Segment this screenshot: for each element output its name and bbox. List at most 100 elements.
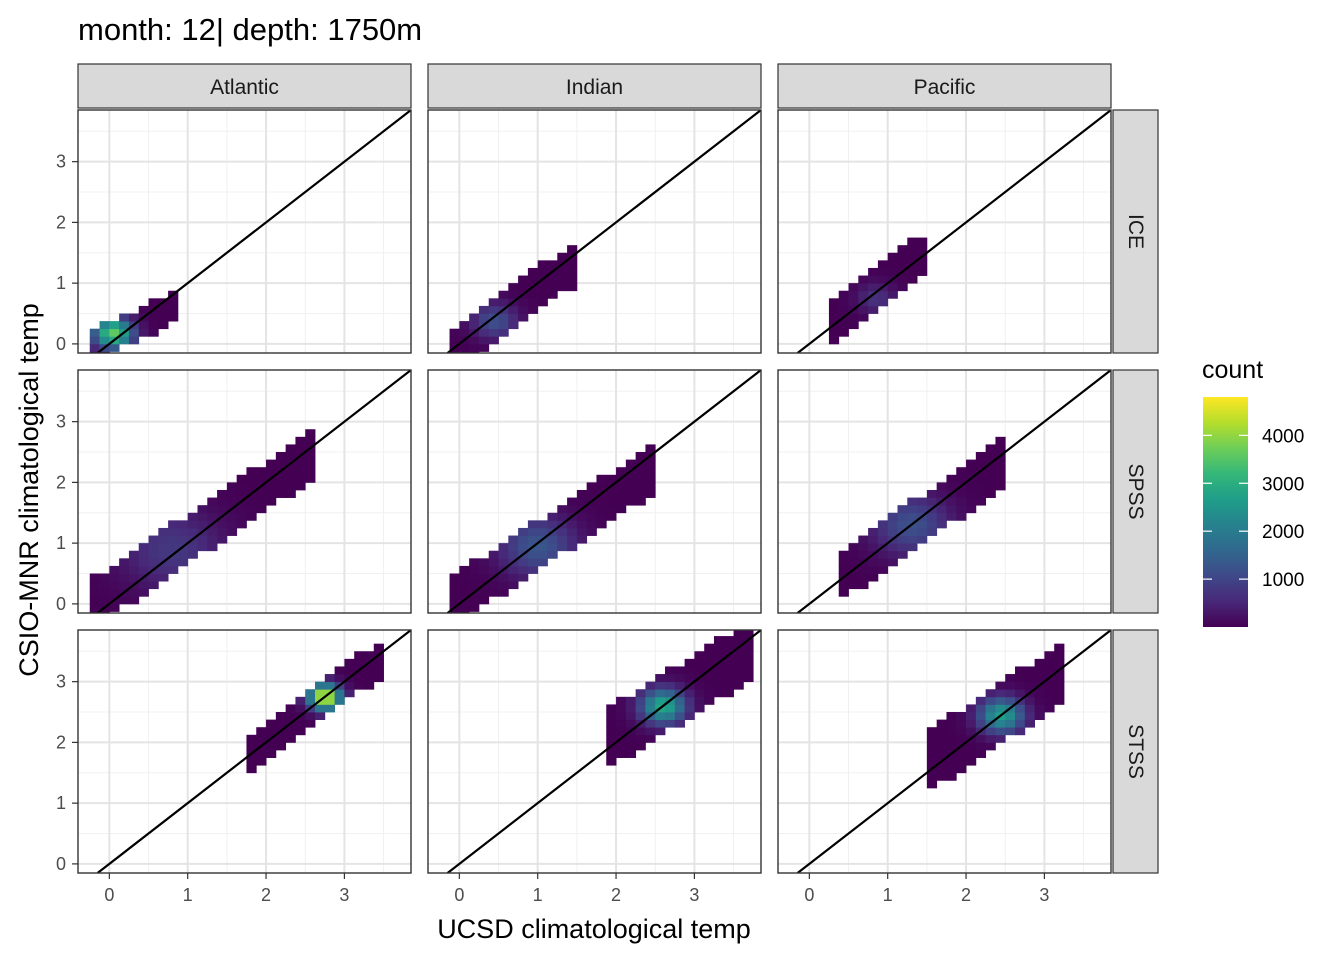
heatmap-bin <box>606 497 617 506</box>
heatmap-bin <box>256 727 267 736</box>
panel-border <box>427 369 762 614</box>
y-tick-label: 2 <box>56 732 66 752</box>
heatmap-bin <box>285 727 296 736</box>
heatmap-bin <box>547 512 558 521</box>
heatmap-bin <box>158 313 169 322</box>
heatmap-bin <box>828 313 840 322</box>
heatmap-bin <box>684 666 695 675</box>
legend-tick-label: 3000 <box>1262 474 1304 495</box>
heatmap-bin <box>743 666 754 675</box>
heatmap-bin <box>128 573 140 582</box>
heatmap-bin <box>645 719 656 728</box>
heatmap-bin <box>868 275 879 284</box>
heatmap-bin <box>868 558 879 567</box>
heatmap-bin <box>508 290 519 299</box>
heatmap-bin <box>674 666 686 675</box>
heatmap-bin <box>305 452 316 461</box>
heatmap-bin <box>168 558 179 567</box>
heatmap-bin <box>848 298 859 307</box>
heatmap-bin <box>295 704 306 713</box>
heatmap-bin <box>459 611 470 613</box>
heatmap-bin <box>315 704 326 713</box>
heatmap-bin <box>586 482 597 491</box>
heatmap-bin <box>99 596 110 605</box>
heatmap-bin <box>459 351 470 353</box>
x-tick-label: 3 <box>689 885 699 905</box>
heatmap-bin <box>315 681 326 690</box>
heatmap-bin <box>616 467 627 476</box>
heatmap-bin <box>295 474 306 483</box>
heatmap-bin <box>635 497 646 506</box>
heatmap-bin <box>995 436 1006 445</box>
heatmap-bin <box>828 336 840 345</box>
x-tick-label: 1 <box>883 885 893 905</box>
heatmap-bin <box>946 727 957 736</box>
heatmap-bin <box>897 512 908 521</box>
heatmap-bin <box>256 467 267 476</box>
heatmap-bin <box>995 444 1006 453</box>
heatmap-bin <box>478 313 490 322</box>
heatmap-bin <box>645 444 656 453</box>
heatmap-bin <box>674 712 686 721</box>
heatmap-bin <box>567 505 578 514</box>
heatmap-bin <box>128 313 140 322</box>
heatmap-bin <box>897 283 908 292</box>
heatmap-bin <box>557 252 568 261</box>
heatmap-bin <box>917 520 928 529</box>
heatmap-bin <box>119 321 130 330</box>
heatmap-bin <box>498 573 509 582</box>
heatmap-bin <box>138 588 149 597</box>
heatmap-bin <box>887 252 898 261</box>
heatmap-bin <box>275 482 287 491</box>
heatmap-bin <box>1015 674 1026 683</box>
heatmap-bin <box>655 674 666 683</box>
heatmap-bin <box>518 313 529 322</box>
heatmap-bin <box>449 596 460 605</box>
heatmap-bin <box>848 543 859 552</box>
heatmap-bin <box>148 558 159 567</box>
heatmap-bin <box>1024 719 1036 728</box>
heatmap-bin <box>723 666 734 675</box>
heatmap-bin <box>187 520 198 529</box>
heatmap-bin <box>158 550 169 559</box>
heatmap-bin <box>567 267 578 276</box>
heatmap-bin <box>1044 651 1055 660</box>
heatmap-bin <box>616 696 627 705</box>
heatmap-bin <box>1034 674 1045 683</box>
heatmap-bin <box>936 772 947 781</box>
heatmap-bin <box>616 505 627 514</box>
heatmap-bin <box>459 588 470 597</box>
heatmap-bin <box>459 581 470 590</box>
heatmap-bin <box>295 727 306 736</box>
heatmap-bin <box>907 245 918 254</box>
heatmap-bin <box>537 267 548 276</box>
heatmap-bin <box>295 696 306 705</box>
y-tick-label: 0 <box>56 594 66 614</box>
heatmap-bin <box>527 275 539 284</box>
heatmap-bin <box>459 321 470 330</box>
heatmap-bin <box>704 689 715 698</box>
heatmap-bin <box>527 267 539 276</box>
heatmap-bin <box>684 696 695 705</box>
heatmap-bin <box>1024 696 1036 705</box>
heatmap-bin <box>226 527 238 536</box>
heatmap-bin <box>99 321 110 330</box>
heatmap-bin <box>527 527 539 536</box>
heatmap-bin <box>828 305 840 314</box>
heatmap-bin <box>665 689 676 698</box>
heatmap-bin <box>956 505 967 514</box>
heatmap-bin <box>207 543 218 552</box>
heatmap-bin <box>266 459 277 468</box>
heatmap-bin <box>295 459 306 468</box>
heatmap-bin <box>557 267 568 276</box>
heatmap-bin <box>606 757 617 766</box>
heatmap-bin <box>733 681 744 690</box>
heatmap-bin <box>334 666 345 675</box>
heatmap-bin <box>625 489 637 498</box>
heatmap-bin <box>907 512 918 521</box>
heatmap-bin <box>616 719 627 728</box>
heatmap-bin <box>848 558 859 567</box>
heatmap-bin <box>975 489 987 498</box>
heatmap-bin <box>926 780 938 789</box>
